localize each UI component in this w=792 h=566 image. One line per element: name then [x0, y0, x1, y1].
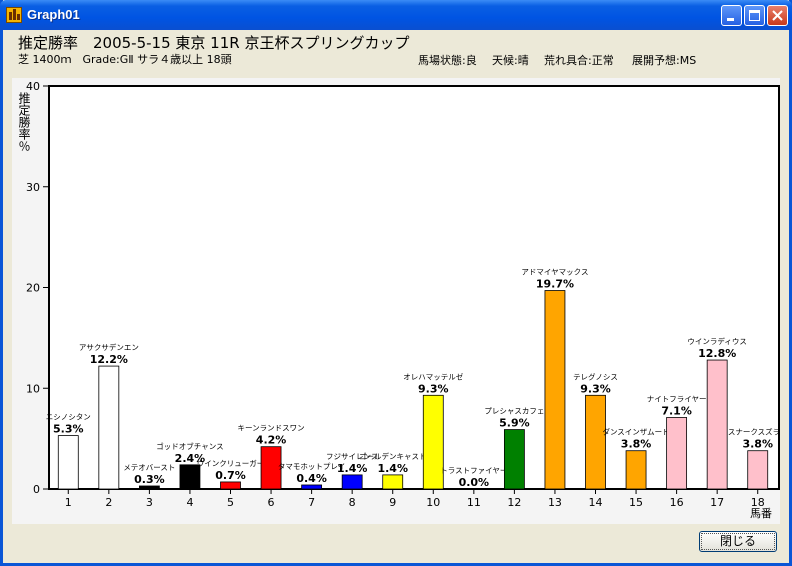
x-tick-label: 5: [227, 496, 234, 509]
bar: [341, 474, 363, 490]
data-label: 0.0%: [459, 476, 490, 489]
weather: 天候:晴: [492, 54, 529, 67]
y-tick-label: 40: [26, 80, 40, 93]
bar: [138, 485, 160, 490]
horse-name-label: メテオバースト: [123, 463, 175, 472]
x-tick-label: 12: [507, 496, 521, 509]
horse-name-label: トラストファイヤー: [440, 466, 507, 475]
data-label: 0.7%: [215, 469, 246, 482]
maximize-icon: [749, 10, 760, 21]
horse-name-label: フジサイレンス: [326, 452, 378, 461]
bar: [706, 359, 728, 490]
x-tick-label: 17: [710, 496, 724, 509]
chart-panel: 推定勝率％ 0 10 20 30 40 1 5.3% ニシノシタン 2 12.2% アサクサデンエン…: [12, 78, 780, 524]
x-tick-label: 9: [389, 496, 396, 509]
x-tick-label: 15: [629, 496, 643, 509]
x-tick-label: 6: [268, 496, 275, 509]
data-label: 1.4%: [377, 462, 408, 475]
bar: [625, 450, 647, 490]
horse-name-label: スナークスズラン: [728, 427, 780, 437]
y-tick-label: 0: [33, 483, 40, 496]
data-label: 5.9%: [499, 417, 530, 430]
horse-name-label: ダンスインザムード: [602, 427, 669, 437]
plot-area: [48, 85, 780, 490]
data-label: 9.3%: [580, 382, 611, 395]
bar: [179, 464, 201, 490]
x-tick-label: 1: [65, 496, 72, 509]
close-icon: [772, 10, 783, 21]
x-tick-label: 2: [105, 496, 112, 509]
data-label: 19.7%: [536, 278, 574, 291]
y-tick-label: 30: [26, 181, 40, 194]
horse-name-label: プレシャスカフェ: [484, 407, 544, 416]
window-title: Graph01: [27, 7, 80, 22]
title-bar[interactable]: Graph01: [0, 0, 792, 30]
race-info: 芝 1400ｍ Grade:GⅡ サラ４歳以上 18頭: [18, 53, 232, 66]
x-tick-label: 7: [308, 496, 315, 509]
x-tick-label: 10: [426, 496, 440, 509]
data-label: 12.2%: [90, 353, 128, 366]
bar: [220, 481, 241, 490]
bar: [585, 394, 606, 490]
minimize-icon: [727, 18, 734, 21]
app-icon: [6, 7, 22, 23]
minimize-button[interactable]: [721, 5, 742, 26]
data-label: 0.4%: [296, 472, 327, 485]
horse-name-label: ニシノシタン: [46, 413, 91, 422]
horse-name-label: ウインクリューガー: [197, 458, 265, 468]
y-axis-label: 推定勝率％: [17, 92, 31, 152]
data-label: 2.4%: [175, 452, 206, 465]
data-label: 12.8%: [698, 347, 736, 360]
horse-name-label: ゴッドオブチャンス: [156, 441, 223, 451]
pace-forecast: 展開予想:MS: [632, 54, 697, 67]
data-label: 9.3%: [418, 382, 449, 395]
close-button[interactable]: 閉じる: [699, 531, 777, 552]
horse-name-label: アドマイヤマックス: [521, 268, 588, 277]
bar: [301, 484, 323, 490]
data-label: 7.1%: [661, 404, 692, 417]
horse-name-label: オレハマッテルゼ: [403, 371, 463, 381]
bar: [747, 450, 769, 490]
bar: [57, 435, 79, 490]
horse-name-label: タマモホットプレイ: [278, 462, 346, 471]
x-tick-label: 3: [146, 496, 153, 509]
horse-name-label: ウインラディウス: [687, 336, 746, 346]
horse-name-label: アサクサデンエン: [79, 342, 139, 352]
bar: [503, 429, 525, 490]
x-tick-label: 18: [751, 496, 765, 509]
data-label: 4.2%: [256, 434, 287, 447]
close-window-button[interactable]: [767, 5, 788, 26]
data-label: 5.3%: [53, 423, 84, 436]
bar: [666, 417, 688, 490]
data-label: 0.3%: [134, 473, 165, 486]
track-condition: 馬場状態:良: [418, 54, 477, 67]
x-tick-label: 16: [670, 496, 684, 509]
horse-name-label: テレグノシス: [573, 371, 618, 381]
horse-name-label: キーンランドスワン: [237, 424, 304, 433]
y-tick-label: 10: [26, 382, 40, 395]
x-tick-label: 8: [349, 496, 356, 509]
x-axis-label: 馬番: [750, 507, 772, 520]
x-tick-label: 14: [589, 496, 603, 509]
race-title: 推定勝率 2005-5-15 東京 11R 京王杯スプリングカップ: [18, 34, 410, 52]
x-tick-label: 11: [467, 496, 481, 509]
data-label: 1.4%: [337, 462, 368, 475]
y-tick-label: 20: [26, 282, 40, 295]
x-tick-label: 4: [186, 496, 193, 509]
data-label: 3.8%: [621, 438, 652, 451]
data-label: 3.8%: [742, 438, 773, 451]
bar: [382, 474, 404, 490]
roughness: 荒れ具合:正常: [544, 54, 614, 67]
maximize-button[interactable]: [744, 5, 765, 26]
win-rate-chart: 0 10 20 30 40 1 5.3%ニシノシタン 2 12.2%アサクサデンエン 3 0.3%メ…: [26, 80, 780, 509]
bar: [544, 290, 566, 490]
horse-name-label: ナイトフライヤー: [647, 394, 707, 403]
bar: [98, 365, 120, 490]
x-tick-label: 13: [548, 496, 562, 509]
horse-name-label: ゴールデンキャスト: [359, 451, 427, 461]
